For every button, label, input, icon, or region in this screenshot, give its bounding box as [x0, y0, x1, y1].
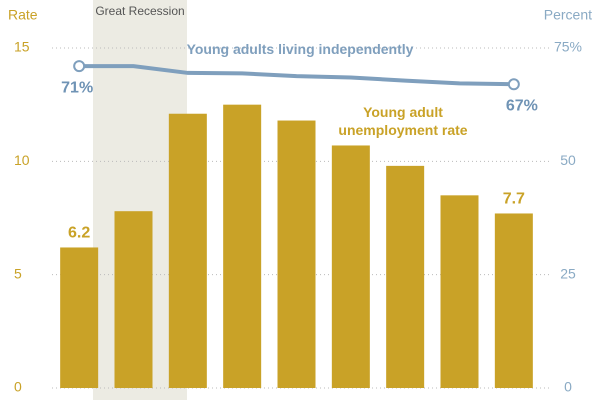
bar: [60, 247, 99, 388]
y2-tick-label: 25: [560, 265, 576, 281]
bar: [277, 120, 316, 389]
annotation: Great Recession: [95, 4, 184, 18]
line-series-label: Young adults living independently: [186, 41, 414, 57]
y2-tick-label: 75%: [554, 39, 582, 55]
y-tick-label: 10: [14, 152, 30, 168]
y-axis-title: Rate: [8, 7, 38, 23]
y-tick-label: 15: [14, 39, 30, 55]
data-label: 67%: [506, 97, 538, 114]
y-tick-label: 0: [14, 379, 22, 395]
bar: [168, 113, 207, 388]
y2-tick-label: 0: [564, 379, 572, 395]
y-tick-label: 5: [14, 265, 22, 281]
bar: [331, 145, 370, 388]
line: [79, 64, 514, 87]
bar: [223, 104, 262, 389]
y2-axis-title: Percent: [544, 7, 592, 23]
bar: [386, 165, 425, 388]
bar: [440, 195, 479, 388]
bar: [494, 213, 533, 388]
data-label: 71%: [61, 79, 93, 96]
y2-tick-label: 50: [560, 152, 576, 168]
bar-series-label: Young adult unemployment rate: [338, 104, 468, 138]
line-marker: [507, 78, 520, 91]
line-marker: [73, 60, 86, 73]
bar: [114, 211, 153, 388]
data-label: 7.7: [503, 191, 525, 208]
data-label: 6.2: [68, 225, 90, 242]
